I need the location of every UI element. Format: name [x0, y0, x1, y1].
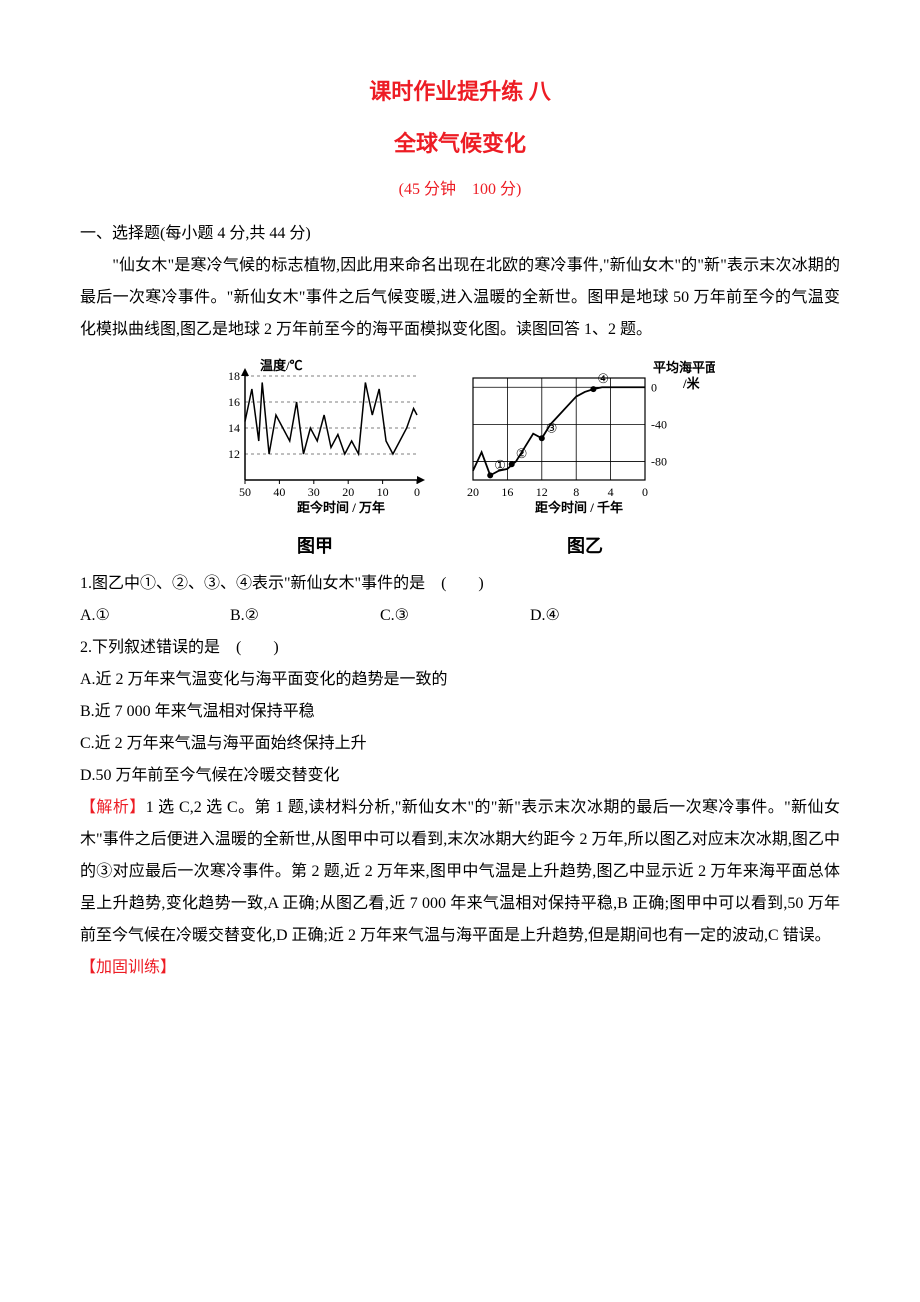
svg-text:0: 0 — [642, 485, 648, 499]
svg-text:0: 0 — [651, 380, 657, 394]
svg-text:16: 16 — [501, 485, 513, 499]
svg-text:4: 4 — [608, 485, 614, 499]
q2-opt-c: C.近 2 万年来气温与海平面始终保持上升 — [80, 728, 840, 760]
svg-text:-80: -80 — [651, 454, 667, 468]
svg-text:20: 20 — [342, 485, 354, 499]
svg-text:温度/℃: 温度/℃ — [260, 358, 303, 373]
section-heading: 一、选择题(每小题 4 分,共 44 分) — [80, 218, 840, 250]
svg-text:8: 8 — [573, 485, 579, 499]
q2-opt-d: D.50 万年前至今气候在冷暖交替变化 — [80, 760, 840, 792]
time-score: (45 分钟 100 分) — [80, 174, 840, 206]
svg-text:②: ② — [516, 446, 528, 461]
svg-text:40: 40 — [273, 485, 285, 499]
analysis-body: 1 选 C,2 选 C。第 1 题,读材料分析,"新仙女木"的"新"表示末次冰期… — [80, 799, 840, 944]
passage-text: "仙女木"是寒冷气候的标志植物,因此用来命名出现在北欧的寒冷事件,"新仙女木"的… — [80, 250, 840, 346]
svg-text:平均海平面: 平均海平面 — [653, 360, 715, 375]
svg-text:③: ③ — [546, 420, 558, 435]
chart-a-caption: 图甲 — [205, 528, 425, 564]
q1-options: A.① B.② C.③ D.④ — [80, 600, 840, 632]
svg-text:④: ④ — [597, 371, 609, 386]
chart-a: 12 14 16 18 50 40 30 20 10 0 温度/℃ 距今时间 / 万年 — [205, 356, 425, 516]
chart-a-wrap: 12 14 16 18 50 40 30 20 10 0 温度/℃ 距今时间 / 万年 图甲 — [205, 356, 425, 564]
q1-opt-d: D.④ — [530, 600, 680, 632]
extra-training-label: 【加固训练】 — [80, 952, 840, 984]
q1-opt-b: B.② — [230, 600, 380, 632]
q2-stem: 2.下列叙述错误的是 ( ) — [80, 632, 840, 664]
title-main: 课时作业提升练 八 — [80, 70, 840, 114]
title-sub: 全球气候变化 — [80, 122, 840, 166]
analysis: 【解析】1 选 C,2 选 C。第 1 题,读材料分析,"新仙女木"的"新"表示… — [80, 792, 840, 952]
q1-stem: 1.图乙中①、②、③、④表示"新仙女木"事件的是 ( ) — [80, 568, 840, 600]
svg-text:①: ① — [494, 457, 506, 472]
svg-text:距今时间 / 千年: 距今时间 / 千年 — [535, 500, 623, 515]
q1-opt-c: C.③ — [380, 600, 530, 632]
analysis-label: 【解析】 — [80, 799, 146, 816]
svg-text:距今时间 / 万年: 距今时间 / 万年 — [297, 500, 385, 515]
chart-b-caption: 图乙 — [455, 528, 715, 564]
svg-text:16: 16 — [228, 395, 240, 409]
svg-text:30: 30 — [308, 485, 320, 499]
svg-text:18: 18 — [228, 369, 240, 383]
charts-row: 1214161850403020100温度/℃距今时间 / 万年 图甲 2016… — [80, 356, 840, 564]
svg-text:-40: -40 — [651, 417, 667, 431]
svg-text:12: 12 — [228, 447, 240, 461]
q2-opt-b: B.近 7 000 年来气温相对保持平稳 — [80, 696, 840, 728]
svg-text:14: 14 — [228, 421, 240, 435]
chart-b: 20 16 12 8 4 0 0 -40 -80 平均海平面/米距今时间 / 千年 ①② ③ ④ — [455, 356, 715, 516]
svg-text:/米: /米 — [682, 376, 701, 391]
q2-opt-a: A.近 2 万年来气温变化与海平面变化的趋势是一致的 — [80, 664, 840, 696]
svg-text:12: 12 — [536, 485, 548, 499]
svg-text:0: 0 — [414, 485, 420, 499]
svg-text:50: 50 — [239, 485, 251, 499]
svg-text:20: 20 — [467, 485, 479, 499]
svg-text:10: 10 — [377, 485, 389, 499]
q1-opt-a: A.① — [80, 600, 230, 632]
chart-b-wrap: 20 16 12 8 4 0 0 -40 -80 平均海平面/米距今时间 / 千年 ①② ③ ④ 图乙 — [455, 356, 715, 564]
